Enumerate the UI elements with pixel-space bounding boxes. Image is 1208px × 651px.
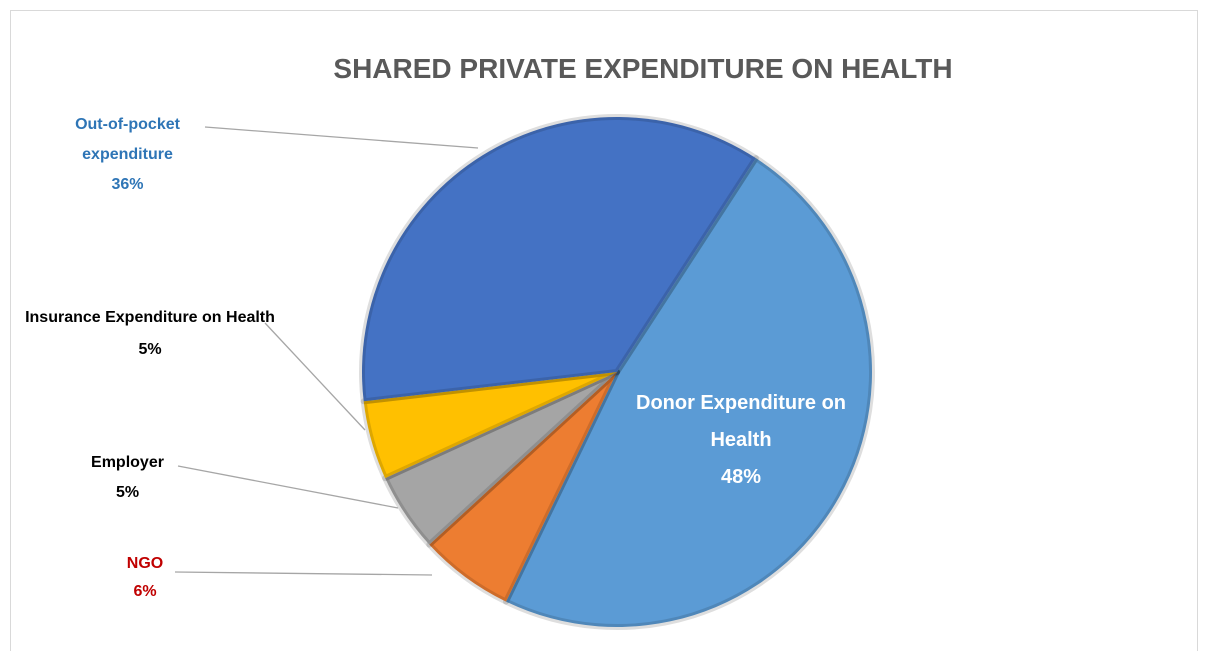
value-label: 6% [133,583,157,600]
chart-title: SHARED PRIVATE EXPENDITURE ON HEALTH [333,53,952,84]
value-label: 5% [138,341,162,358]
category-label: Donor Expenditure on Health [636,392,846,451]
pie-slice [382,369,620,548]
leader-line [177,465,399,509]
value-label: 48% [720,466,762,488]
data-label: Insurance Expenditure on Health 5% [25,302,275,366]
pie-slice [503,155,875,630]
value-label: 36% [111,176,144,193]
category-label: Insurance Expenditure on Health [25,309,275,326]
leader-line [204,126,479,149]
pie-slice [359,114,759,405]
chart-frame [10,10,1198,651]
leader-line [264,322,366,431]
value-label: 5% [115,484,140,501]
leader-line [174,571,433,576]
category-label: Employer [91,454,164,471]
pie-slice [426,369,620,605]
data-label: Employer 5% [55,448,200,508]
data-label: Donor Expenditure on Health 48% [606,385,876,496]
data-label: NGO 6% [95,550,195,606]
data-label: Out-of-pocket expenditure 36% [30,110,225,200]
pie-slice [360,369,620,482]
category-label: NGO [126,555,164,572]
category-label: Out-of-pocket expenditure [75,116,180,163]
